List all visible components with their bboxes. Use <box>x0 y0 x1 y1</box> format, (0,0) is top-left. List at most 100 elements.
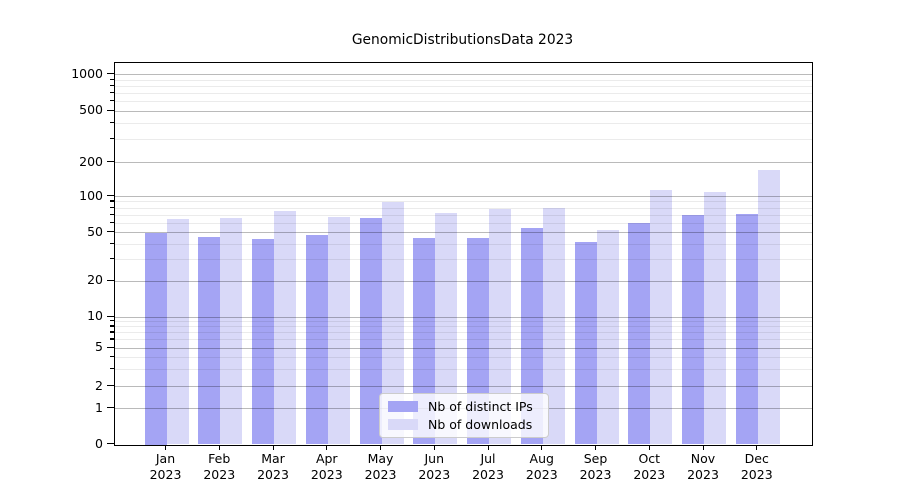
bar-distinct-ips-aug <box>520 227 543 445</box>
bar-distinct-ips-may <box>359 218 382 445</box>
legend-label-downloads: Nb of downloads <box>428 417 533 432</box>
x-tick-apr <box>326 444 328 450</box>
major-gridline-1000 <box>115 74 812 75</box>
y-minor-tick-70 <box>110 213 114 215</box>
major-gridline-200 <box>115 162 812 163</box>
y-tick-50 <box>107 231 114 233</box>
bar-distinct-ips-sep <box>574 241 597 445</box>
x-tick-year: 2023 <box>525 467 558 482</box>
y-minor-tick-400 <box>110 122 114 124</box>
x-tick-year: 2023 <box>579 467 612 482</box>
x-tick-mar <box>272 444 274 450</box>
major-gridline-50 <box>115 232 812 233</box>
major-gridline-100 <box>115 196 812 197</box>
y-minor-tick-6 <box>110 338 114 340</box>
minor-gridline-8 <box>115 326 812 328</box>
x-tick-month: Aug <box>529 451 554 466</box>
x-tick-year: 2023 <box>364 467 397 482</box>
y-tick-5 <box>107 346 114 348</box>
x-tick-month: Jul <box>480 451 496 466</box>
minor-gridline-900 <box>115 79 812 81</box>
x-tick-month: Mar <box>261 451 285 466</box>
legend-entry-distinct-ips: Nb of distinct IPs <box>380 399 548 414</box>
x-tick-year: 2023 <box>149 467 182 482</box>
y-minor-tick-900 <box>110 78 114 80</box>
minor-gridline-60 <box>115 222 812 224</box>
x-tick-jan <box>165 444 167 450</box>
chart-title: GenomicDistributionsData 2023 <box>351 32 574 48</box>
x-tick-label-may: May 2023 <box>349 451 413 483</box>
minor-gridline-40 <box>115 243 812 245</box>
y-tick-label-10: 10 <box>87 308 103 323</box>
x-tick-label-feb: Feb 2023 <box>187 451 251 483</box>
y-tick-20 <box>107 279 114 281</box>
y-minor-tick-80 <box>110 206 114 208</box>
bar-downloads-feb <box>220 218 243 445</box>
minor-gridline-30 <box>115 259 812 261</box>
x-tick-jul <box>487 444 489 450</box>
bar-distinct-ips-jun <box>413 238 436 445</box>
x-tick-year: 2023 <box>472 467 504 482</box>
minor-gridline-70 <box>115 214 812 216</box>
x-tick-label-dec: Dec 2023 <box>725 451 789 483</box>
y-tick-1000 <box>107 73 114 75</box>
x-tick-year: 2023 <box>740 467 773 482</box>
minor-gridline-90 <box>115 201 812 203</box>
major-gridline-5 <box>115 347 812 349</box>
y-minor-tick-90 <box>110 200 114 202</box>
x-tick-month: Feb <box>208 451 231 466</box>
major-gridline-500 <box>115 110 812 112</box>
bar-downloads-oct <box>650 189 673 445</box>
minor-gridline-700 <box>115 92 812 94</box>
y-tick-200 <box>107 161 114 163</box>
minor-gridline-3 <box>115 368 812 370</box>
x-tick-label-jan: Jan 2023 <box>134 451 198 483</box>
y-tick-label-50: 50 <box>87 223 103 239</box>
y-minor-tick-8 <box>110 325 114 327</box>
minor-gridline-400 <box>115 123 812 125</box>
y-tick-label-1000: 1000 <box>71 65 103 81</box>
x-tick-sep <box>595 444 597 450</box>
plot-area: Nb of distinct IPs Nb of downloads <box>114 62 813 446</box>
bar-distinct-ips-dec <box>735 214 758 445</box>
legend-label-distinct-ips: Nb of distinct IPs <box>428 399 533 414</box>
y-minor-tick-4 <box>110 355 114 358</box>
y-tick-10 <box>107 315 114 317</box>
y-minor-tick-9 <box>110 320 114 322</box>
major-gridline-10 <box>115 316 812 318</box>
x-tick-feb <box>218 444 220 450</box>
x-tick-year: 2023 <box>257 467 289 482</box>
x-tick-oct <box>648 444 650 450</box>
x-tick-label-jun: Jun 2023 <box>402 451 466 483</box>
bar-downloads-jul <box>489 208 511 445</box>
bar-downloads-mar <box>274 211 296 445</box>
y-minor-tick-800 <box>110 84 114 86</box>
y-tick-label-5: 5 <box>95 339 103 354</box>
legend-entry-downloads: Nb of downloads <box>380 417 548 432</box>
y-tick-label-2: 2 <box>95 377 103 393</box>
x-tick-year: 2023 <box>310 467 343 482</box>
legend-swatch-distinct-ips <box>388 401 418 412</box>
y-tick-2 <box>107 385 114 387</box>
bar-downloads-nov <box>704 191 726 445</box>
y-tick-100 <box>107 195 114 197</box>
x-tick-label-apr: Apr 2023 <box>295 451 359 483</box>
minor-gridline-600 <box>115 100 812 102</box>
bar-distinct-ips-mar <box>252 239 274 445</box>
minor-gridline-300 <box>115 139 812 141</box>
x-tick-aug <box>541 444 543 450</box>
bar-downloads-dec <box>757 169 780 445</box>
x-tick-month: Apr <box>315 451 338 466</box>
y-tick-label-1: 1 <box>95 399 103 415</box>
x-tick-jun <box>433 444 435 450</box>
y-tick-1 <box>107 407 114 409</box>
x-tick-label-aug: Aug 2023 <box>510 451 574 483</box>
x-tick-month: Oct <box>638 451 661 466</box>
y-tick-500 <box>107 109 114 111</box>
x-tick-month: Nov <box>690 451 716 466</box>
x-tick-month: Sep <box>583 451 608 466</box>
major-gridline-2 <box>115 386 812 387</box>
x-tick-label-jul: Jul 2023 <box>456 451 520 483</box>
x-tick-label-nov: Nov 2023 <box>671 451 735 483</box>
